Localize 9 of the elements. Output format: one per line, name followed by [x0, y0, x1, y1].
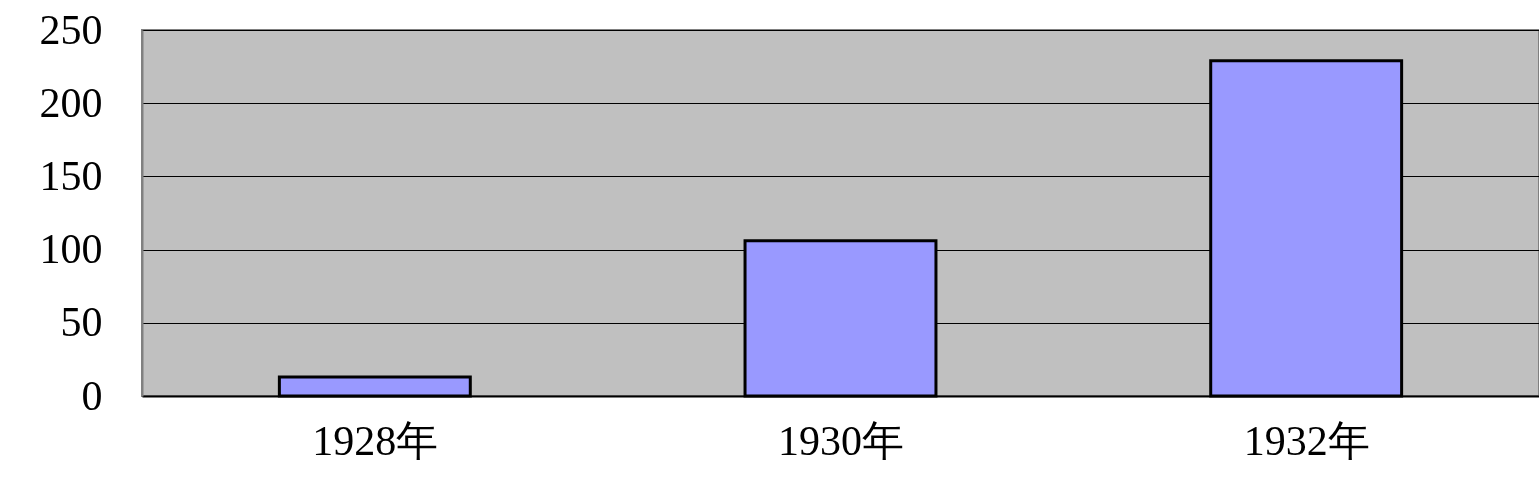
y-tick-label: 250 — [39, 6, 103, 53]
x-tick-label: 1932年 — [1243, 417, 1370, 464]
y-tick-label: 0 — [81, 372, 103, 419]
y-tick-label: 200 — [39, 79, 103, 126]
x-tick-label: 1930年 — [778, 417, 904, 464]
y-tick-label: 100 — [39, 226, 103, 273]
y-tick-label: 50 — [60, 299, 103, 346]
y-tick-label: 150 — [39, 152, 103, 199]
x-tick-label: 1928年 — [312, 417, 439, 464]
